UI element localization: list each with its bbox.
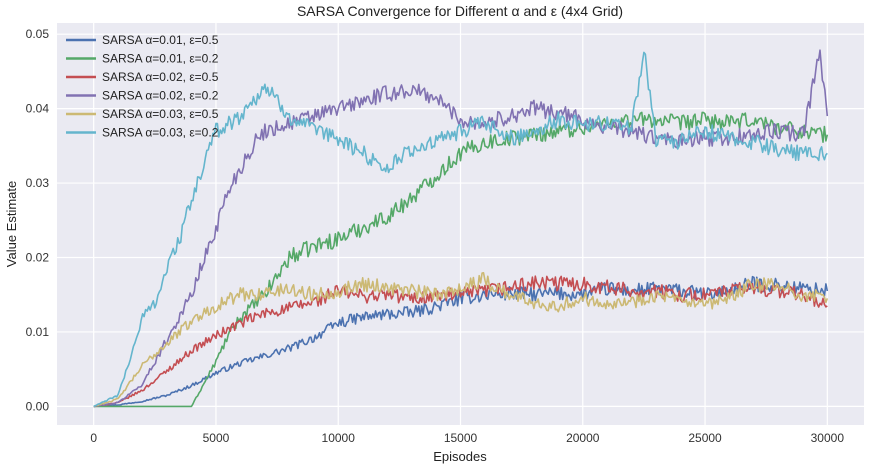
x-tick-label: 30000 (811, 431, 845, 445)
series-line (93, 51, 828, 408)
x-tick-label: 5000 (203, 431, 230, 445)
x-tick-labels: 0 5000 10000 15000 20000 25000 30000 (90, 431, 844, 445)
y-tick-label: 0.02 (26, 251, 50, 265)
legend: SARSA α=0.01, ε=0.5 SARSA α=0.01, ε=0.2 SA… (66, 33, 219, 140)
series-line (93, 275, 828, 408)
x-tick-label: 20000 (566, 431, 600, 445)
y-tick-label: 0.03 (26, 176, 50, 190)
legend-label: SARSA α=0.03, ε=0.2 (102, 126, 219, 140)
x-axis-label: Episodes (433, 449, 487, 464)
y-tick-label: 0.04 (26, 102, 50, 116)
series-lines (93, 49, 829, 408)
y-tick-label: 0.05 (26, 27, 50, 41)
series-line (93, 271, 829, 408)
legend-label: SARSA α=0.01, ε=0.2 (102, 52, 219, 66)
legend-label: SARSA α=0.02, ε=0.5 (102, 70, 219, 84)
legend-label: SARSA α=0.02, ε=0.2 (102, 89, 219, 103)
x-tick-label: 10000 (322, 431, 356, 445)
chart-title: SARSA Convergence for Different α and ε … (297, 3, 623, 19)
y-axis-label: Value Estimate (4, 181, 19, 267)
y-tick-labels: 0.00 0.01 0.02 0.03 0.04 0.05 (26, 27, 50, 413)
x-tick-label: 25000 (688, 431, 722, 445)
x-tick-label: 15000 (444, 431, 478, 445)
series-line (93, 111, 829, 408)
legend-label: SARSA α=0.03, ε=0.5 (102, 107, 219, 121)
y-tick-label: 0.01 (26, 325, 50, 339)
legend-label: SARSA α=0.01, ε=0.5 (102, 33, 219, 47)
y-tick-label: 0.00 (26, 399, 50, 413)
series-line (93, 49, 829, 408)
x-tick-label: 0 (90, 431, 97, 445)
